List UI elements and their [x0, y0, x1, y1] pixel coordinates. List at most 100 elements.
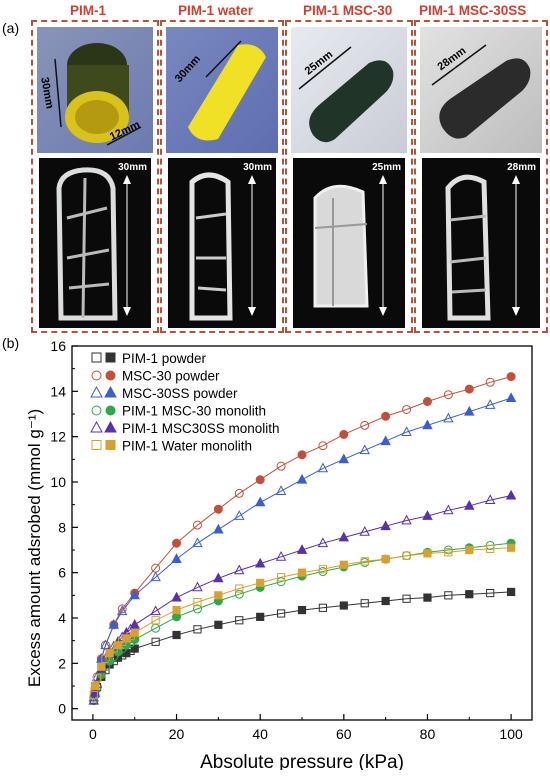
data-point-s2	[108, 618, 120, 629]
legend-label-2: MSC-30SS powder	[122, 386, 238, 401]
data-point-s0	[276, 609, 286, 618]
data-point-s2	[338, 453, 350, 464]
data-point-s4	[254, 557, 266, 568]
sample-box-3	[285, 20, 413, 333]
x-tick-label: 80	[420, 726, 436, 742]
photo-pim1-msc30-graphic	[298, 46, 394, 143]
data-point-s5	[151, 616, 160, 625]
col-title-4: PIM-1 MSC-30SS	[419, 3, 527, 18]
y-tick-label: 6	[58, 565, 66, 581]
photo-pim1: 30mm 12mm	[37, 27, 153, 153]
legend-label-3: PIM-1 MSC-30 monolith	[122, 404, 266, 419]
legend-open-1	[91, 370, 102, 381]
data-point-s1	[318, 441, 328, 451]
photo-pim1-msc30: 25mm	[291, 27, 407, 153]
data-point-s5	[339, 560, 348, 569]
data-point-s5	[235, 584, 244, 593]
data-point-s5	[256, 578, 265, 587]
data-point-s1	[422, 397, 432, 407]
data-point-s3	[192, 604, 202, 614]
data-point-s1	[192, 520, 202, 530]
photo-pim1-msc30ss-graphic	[431, 44, 531, 139]
data-point-s5	[89, 690, 98, 700]
ct-pim1-dim-label: 30mm	[118, 162, 147, 173]
legend-label-4: PIM-1 MSC30SS monolith	[122, 421, 280, 436]
ct-scan-pim1-msc30: 25mm	[293, 158, 405, 328]
panel-a-label: (a)	[2, 20, 20, 36]
col-title-3: PIM-1 MSC-30	[303, 3, 393, 18]
data-point-s4	[359, 526, 370, 536]
adsorption-chart: 0 20 40 60 80 100 0 2 4 6 8 10 12 14 16 PIM-1 powder MS…	[25, 340, 533, 770]
ct-scan-pim1-msc30-graphic	[313, 175, 387, 316]
data-point-s0	[122, 649, 131, 658]
data-point-s0	[130, 644, 139, 653]
data-point-s3	[276, 577, 286, 587]
data-point-s2	[116, 605, 128, 616]
data-point-s1	[255, 475, 265, 485]
data-point-s4	[380, 520, 391, 531]
ct-scan-pim1-water-graphic	[189, 172, 256, 321]
data-point-s4	[505, 489, 517, 500]
data-point-s2	[484, 399, 496, 409]
data-point-s5	[318, 565, 328, 574]
data-point-s0	[486, 588, 495, 598]
ct-scan-pim1: 30mm	[39, 158, 151, 328]
data-point-s0	[256, 612, 265, 621]
data-point-s2	[464, 405, 475, 416]
legend-label-0: PIM-1 powder	[122, 351, 207, 366]
y-tick-label: 10	[50, 474, 66, 490]
data-point-s5	[506, 543, 516, 552]
data-point-s5	[360, 557, 369, 566]
data-point-s5	[97, 662, 106, 671]
data-point-s2	[359, 444, 370, 455]
x-tick-label: 100	[499, 726, 523, 742]
data-point-s4	[234, 564, 245, 575]
data-point-s0	[506, 587, 516, 597]
data-point-s1	[297, 450, 307, 460]
sample-box-1	[31, 20, 159, 333]
data-point-s5	[90, 681, 100, 691]
data-point-s5	[276, 573, 286, 582]
data-point-s5	[402, 551, 411, 560]
legend-open-0	[91, 352, 102, 363]
sample-box-4	[414, 20, 548, 333]
ct-scan-pim1-msc30ss-graphic	[445, 174, 520, 321]
legend-open-5	[91, 440, 102, 450]
data-point-s4	[192, 581, 203, 592]
data-point-s3	[234, 589, 244, 599]
y-tick-label: 2	[58, 655, 66, 671]
photo-pim1-graphic	[54, 43, 142, 146]
data-point-s1	[381, 411, 391, 421]
data-point-s2	[213, 523, 224, 534]
data-point-s2	[401, 426, 412, 437]
data-point-s4	[88, 694, 99, 705]
legend-filled-1	[105, 370, 116, 381]
data-point-s0	[360, 599, 369, 608]
data-point-s2	[317, 462, 329, 473]
x-tick-label: 20	[169, 726, 185, 742]
data-point-s0	[318, 603, 328, 612]
data-point-s4	[171, 591, 182, 602]
data-point-s0	[402, 594, 411, 603]
data-point-s0	[339, 601, 348, 610]
ct-msc30ss-dim-label: 28mm	[507, 162, 536, 173]
data-point-s4	[401, 514, 412, 525]
col-title-2: PIM-1 water	[178, 3, 254, 18]
data-point-s1	[234, 488, 244, 498]
data-point-s1	[276, 461, 286, 471]
data-point-s5	[193, 598, 202, 607]
x-axis-label: Absolute pressure (kPa)	[200, 752, 404, 770]
data-point-s1	[443, 390, 453, 400]
data-point-s4	[443, 504, 454, 515]
data-point-s5	[130, 628, 139, 637]
plot-frame	[71, 345, 533, 721]
y-tick-label: 16	[50, 340, 66, 354]
data-point-s2	[234, 510, 245, 520]
data-point-s4	[275, 550, 287, 561]
chart-markers	[88, 372, 517, 706]
y-tick-label: 4	[58, 610, 66, 626]
data-point-s0	[444, 591, 453, 600]
legend-label-5: PIM-1 Water monolith	[122, 439, 252, 454]
data-point-s4	[464, 499, 475, 510]
ct-scan-pim1-msc30ss: 28mm	[422, 158, 540, 328]
